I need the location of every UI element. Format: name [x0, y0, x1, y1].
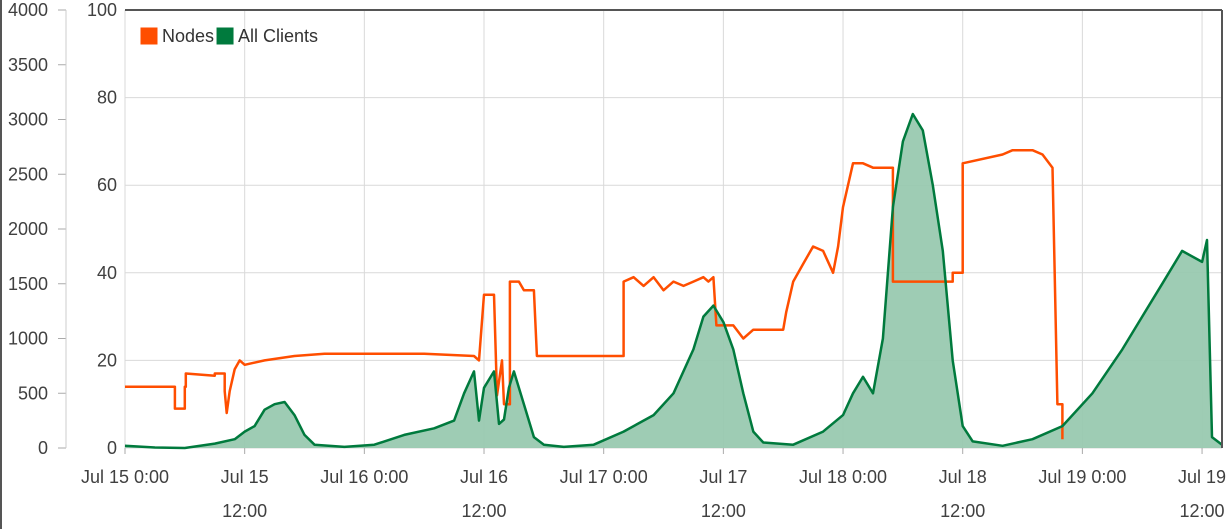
x-tick-label: Jul 15 — [221, 467, 269, 487]
y-left-tick-label: 0 — [38, 438, 48, 458]
y-left-tick-label: 1000 — [8, 329, 48, 349]
x-tick-sublabel: 12:00 — [701, 501, 746, 521]
x-tick-label: Jul 16 0:00 — [320, 467, 408, 487]
chart-legend: Nodes All Clients — [139, 26, 318, 46]
y-left-tick-label: 1500 — [8, 274, 48, 294]
x-tick-label: Jul 18 0:00 — [799, 467, 887, 487]
x-tick-sublabel: 12:00 — [1180, 501, 1225, 521]
y-right-tick-label: 60 — [97, 175, 117, 195]
line-layer — [124, 112, 1223, 450]
x-tick-label: Jul 17 — [699, 467, 747, 487]
y-left-tick-label: 3500 — [8, 55, 48, 75]
x-tick-sublabel: 12:00 — [461, 501, 506, 521]
all-clients-area — [125, 114, 1222, 448]
x-tick-label: Jul 18 — [939, 467, 987, 487]
x-tick-label: Jul 15 0:00 — [81, 467, 169, 487]
area-layer — [125, 114, 1222, 448]
nodes-legend-swatch — [139, 26, 159, 46]
y-left-tick-label: 2000 — [8, 219, 48, 239]
x-tick-label: Jul 17 0:00 — [560, 467, 648, 487]
x-tick-sublabel: 12:00 — [940, 501, 985, 521]
y-left-tick-label: 4000 — [8, 0, 48, 20]
y-left-tick-label: 500 — [18, 383, 48, 403]
y-right-tick-label: 20 — [97, 350, 117, 370]
all-clients-legend-swatch — [215, 26, 235, 46]
nodes-line — [125, 148, 1064, 440]
y-right-tick-label: 0 — [107, 438, 117, 458]
y-right-tick-label: 100 — [87, 0, 117, 20]
all-clients-legend-label: All Clients — [238, 26, 318, 46]
y-left-tick-label: 2500 — [8, 164, 48, 184]
x-tick-label: Jul 19 — [1178, 467, 1226, 487]
x-tick-label: Jul 16 — [460, 467, 508, 487]
all-clients-line — [124, 112, 1223, 450]
nodes-legend-label: Nodes — [162, 26, 214, 46]
y-right-tick-label: 40 — [97, 263, 117, 283]
y-right-tick-label: 80 — [97, 88, 117, 108]
x-tick-sublabel: 12:00 — [222, 501, 267, 521]
x-tick-label: Jul 19 0:00 — [1038, 467, 1126, 487]
y-left-tick-label: 3000 — [8, 110, 48, 130]
